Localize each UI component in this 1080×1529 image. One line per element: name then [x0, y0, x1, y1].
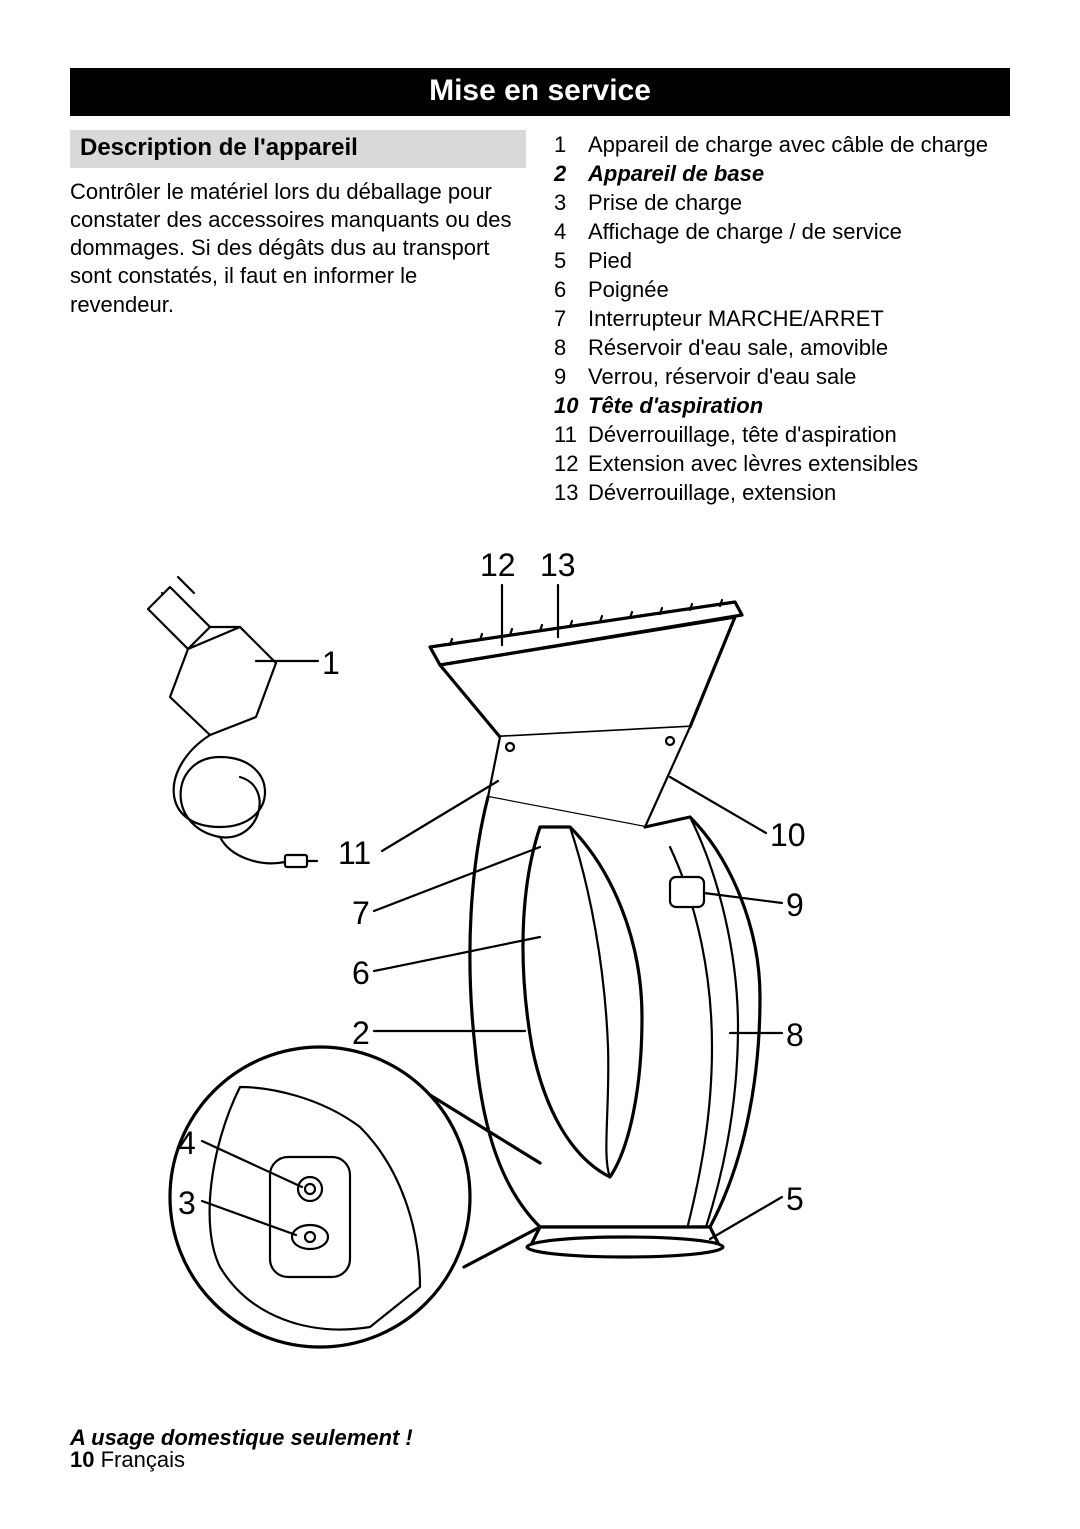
manual-page: Mise en service Description de l'apparei…	[0, 0, 1080, 1529]
callout-1: 1	[322, 645, 340, 682]
part-label: Déverrouillage, tête d'aspiration	[588, 420, 1010, 449]
callout-9: 9	[786, 887, 804, 924]
part-label: Appareil de base	[588, 159, 1010, 188]
parts-list-row: 11Déverrouillage, tête d'aspiration	[554, 420, 1010, 449]
callout-10: 10	[770, 817, 806, 854]
part-label: Appareil de charge avec câble de charge	[588, 130, 1010, 159]
parts-list-row: 2Appareil de base	[554, 159, 1010, 188]
callout-5: 5	[786, 1181, 804, 1218]
callout-2: 2	[352, 1015, 370, 1052]
right-column: 1Appareil de charge avec câble de charge…	[554, 130, 1010, 507]
section-title: Mise en service	[70, 68, 1010, 116]
parts-list-row: 3Prise de charge	[554, 188, 1010, 217]
part-label: Verrou, réservoir d'eau sale	[588, 362, 1010, 391]
part-number: 10	[554, 391, 588, 420]
parts-list-row: 10Tête d'aspiration	[554, 391, 1010, 420]
part-label: Affichage de charge / de service	[588, 217, 1010, 246]
parts-list-row: 13Déverrouillage, extension	[554, 478, 1010, 507]
part-label: Extension avec lèvres extensibles	[588, 449, 1010, 478]
footer-language: Français	[101, 1447, 185, 1472]
page-footer: 10 Français	[70, 1447, 185, 1473]
part-label: Interrupteur MARCHE/ARRET	[588, 304, 1010, 333]
parts-list-row: 12Extension avec lèvres extensibles	[554, 449, 1010, 478]
parts-list-row: 8Réservoir d'eau sale, amovible	[554, 333, 1010, 362]
part-number: 4	[554, 217, 588, 246]
parts-list-row: 6Poignée	[554, 275, 1010, 304]
page-number: 10	[70, 1447, 94, 1472]
parts-list: 1Appareil de charge avec câble de charge…	[554, 130, 1010, 507]
part-number: 5	[554, 246, 588, 275]
callout-4: 4	[178, 1125, 196, 1162]
device-diagram: 1 12 13 11 7 6 2 4 3 10 9 8 5	[70, 527, 1010, 1397]
part-label: Pied	[588, 246, 1010, 275]
parts-list-row: 1Appareil de charge avec câble de charge	[554, 130, 1010, 159]
charger-icon	[148, 577, 317, 867]
callout-6: 6	[352, 955, 370, 992]
callout-8: 8	[786, 1017, 804, 1054]
part-number: 8	[554, 333, 588, 362]
part-label: Déverrouillage, extension	[588, 478, 1010, 507]
part-number: 2	[554, 159, 588, 188]
parts-list-row: 7Interrupteur MARCHE/ARRET	[554, 304, 1010, 333]
part-number: 3	[554, 188, 588, 217]
part-label: Prise de charge	[588, 188, 1010, 217]
diagram-svg	[70, 527, 1010, 1397]
callout-3: 3	[178, 1185, 196, 1222]
parts-list-row: 4Affichage de charge / de service	[554, 217, 1010, 246]
part-number: 1	[554, 130, 588, 159]
callout-12: 12	[480, 547, 516, 584]
part-number: 6	[554, 275, 588, 304]
part-label: Tête d'aspiration	[588, 391, 1010, 420]
two-column-layout: Description de l'appareil Contrôler le m…	[70, 130, 1010, 507]
part-number: 13	[554, 478, 588, 507]
callout-13: 13	[540, 547, 576, 584]
part-number: 11	[554, 420, 588, 449]
usage-note: A usage domestique seulement !	[70, 1425, 1010, 1451]
parts-list-row: 5Pied	[554, 246, 1010, 275]
part-label: Poignée	[588, 275, 1010, 304]
parts-list-row: 9Verrou, réservoir d'eau sale	[554, 362, 1010, 391]
part-number: 7	[554, 304, 588, 333]
part-number: 12	[554, 449, 588, 478]
left-column: Description de l'appareil Contrôler le m…	[70, 130, 526, 507]
part-number: 9	[554, 362, 588, 391]
subsection-heading: Description de l'appareil	[70, 130, 526, 168]
callout-7: 7	[352, 895, 370, 932]
callout-11: 11	[338, 835, 371, 872]
part-label: Réservoir d'eau sale, amovible	[588, 333, 1010, 362]
intro-paragraph: Contrôler le matériel lors du déballage …	[70, 178, 526, 319]
